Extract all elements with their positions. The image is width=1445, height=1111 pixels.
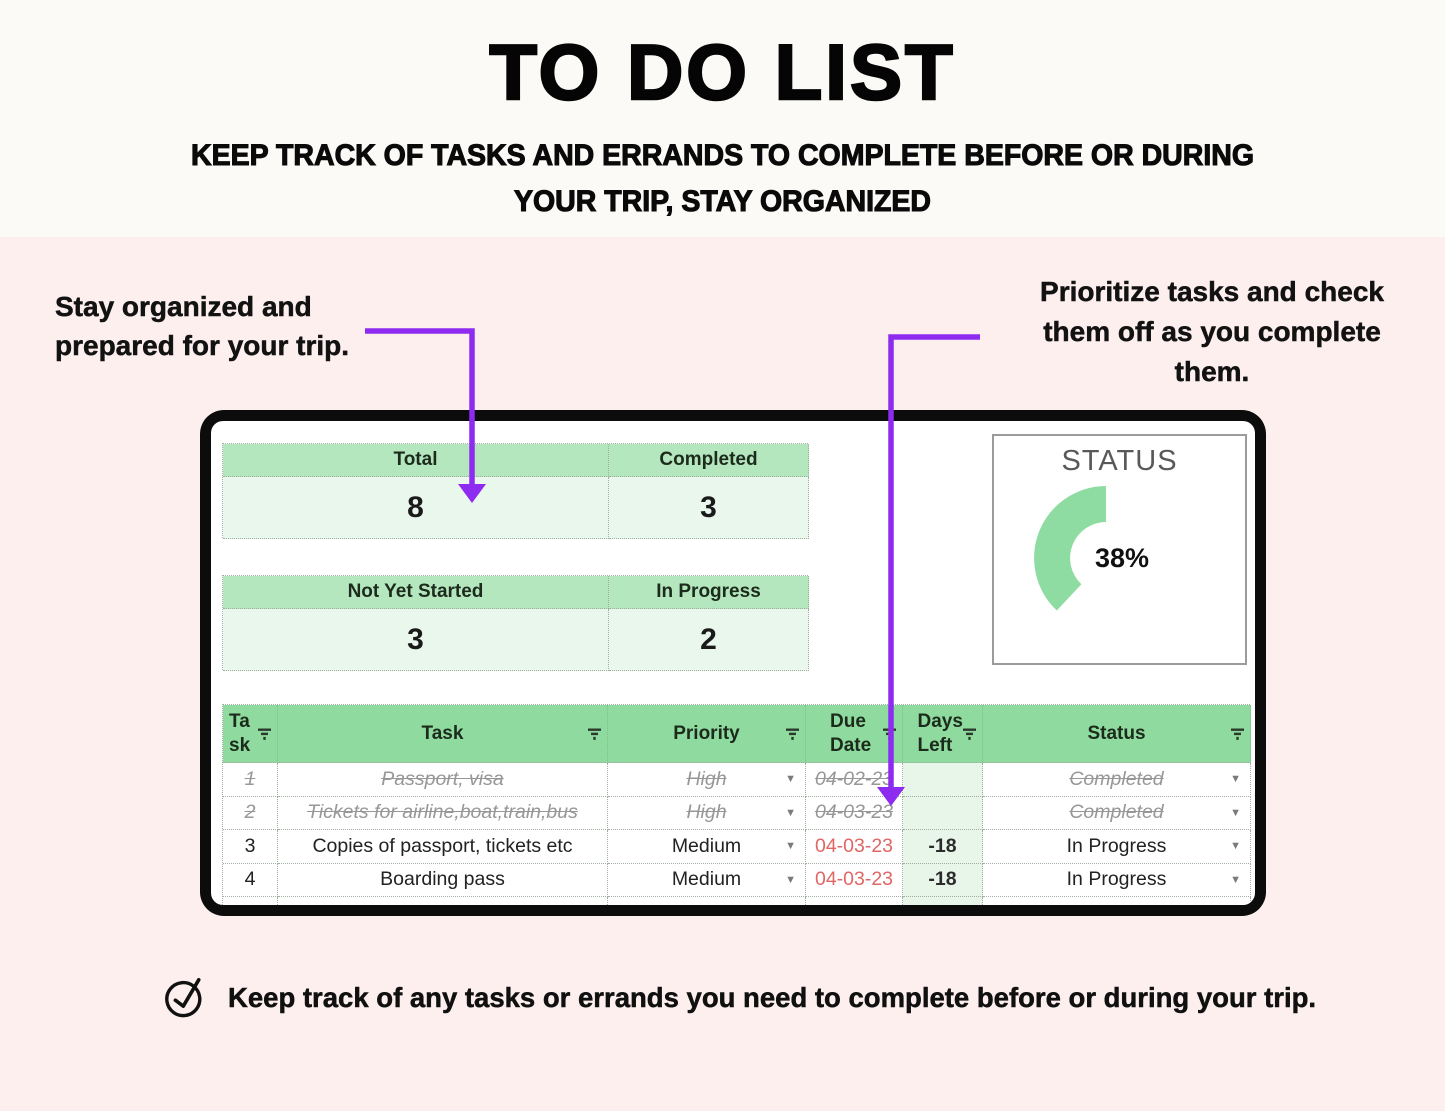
column-header-label: Priority [673,722,740,744]
status-chart-title: STATUS [1061,445,1178,477]
summary-value-total[interactable]: 8 [223,477,609,539]
donut-segment-38pct [1034,486,1106,611]
column-header-label: Days Left [917,710,963,756]
cell-days-left[interactable]: -18 [903,863,983,897]
cell-due-date[interactable]: 04-03-23 [806,863,903,897]
summary-header-not-yet-started[interactable]: Not Yet Started [223,576,609,609]
annotation-right-line-2: them off as you complete [1043,316,1381,348]
column-header-label: Status [1087,722,1146,744]
summary-value-not-yet-started[interactable]: 3 [223,609,609,671]
cell-priority[interactable]: ▼ [608,897,806,905]
summary-table-top: Total Completed 8 3 [222,443,809,539]
cell-due-date[interactable]: 04-03-23 [806,830,903,864]
dropdown-arrow-icon[interactable]: ▼ [1230,873,1241,886]
spreadsheet: Total Completed 8 3 Not Yet Started In P… [211,421,1255,905]
dropdown-arrow-icon[interactable]: ▼ [785,840,796,853]
column-header-task[interactable]: Task [278,705,608,763]
priority-value: High [686,801,727,824]
page-title: TO DO LIST [488,28,956,116]
column-header-label: Task [229,710,251,756]
cell-days-left[interactable]: -18 [903,830,983,864]
summary-value-in-progress[interactable]: 2 [609,609,809,671]
page-subtitle: KEEP TRACK OF TASKS AND ERRANDS TO COMPL… [36,133,1409,225]
filter-icon[interactable] [785,727,800,740]
cell-due-date[interactable]: 04-02-23 [806,763,903,797]
column-header-task-number[interactable]: Task [223,705,278,763]
summary-header-total[interactable]: Total [223,444,609,477]
cell-priority[interactable]: High ▼ [608,796,806,830]
filter-icon[interactable] [1230,727,1245,740]
column-header-status[interactable]: Status [983,705,1251,763]
header-band: TO DO LIST KEEP TRACK OF TASKS AND ERRAN… [0,0,1445,237]
column-header-label: Due Date [830,710,872,756]
column-header-label: Task [421,722,464,744]
annotation-right-line-3: them. [1174,356,1250,388]
cell-due-date[interactable]: 04-03-23 [806,796,903,830]
filter-icon[interactable] [587,727,602,740]
cell-task[interactable]: Passport, visa [278,763,608,797]
annotation-right: Prioritize tasks and check them off as y… [1012,272,1412,392]
status-value: In Progress [1066,868,1167,891]
cell-task-number[interactable]: 4 [223,863,278,897]
cell-due-date[interactable]: 04-03-23 [806,897,903,905]
cell-task-number[interactable]: 1 [223,763,278,797]
cell-status[interactable]: Completed ▼ [983,763,1251,797]
subtitle-line-2: YOUR TRIP, STAY ORGANIZED [513,184,932,218]
column-header-priority[interactable]: Priority [608,705,806,763]
annotation-right-line-1: Prioritize tasks and check [1040,276,1384,308]
cell-task-number[interactable]: 5 [223,897,278,905]
dropdown-arrow-icon[interactable]: ▼ [1230,840,1241,853]
screenshot-frame: Total Completed 8 3 Not Yet Started In P… [200,410,1266,916]
cell-status[interactable]: Completed ▼ [983,796,1251,830]
annotation-left-line-1: Stay organized and [55,291,312,323]
footer-note: Keep track of any tasks or errands you n… [228,982,1317,1014]
filter-icon[interactable] [257,727,272,740]
cell-days-left[interactable]: -18 [903,897,983,905]
status-value: Completed [1069,801,1164,824]
column-header-due-date[interactable]: Due Date [806,705,903,763]
status-chart-card: STATUS 38% [992,434,1247,665]
cell-task[interactable]: Print online... [278,897,608,905]
cell-days-left[interactable] [903,796,983,830]
cell-task[interactable]: Copies of passport, tickets etc [278,830,608,864]
cell-days-left[interactable] [903,763,983,797]
dropdown-arrow-icon[interactable]: ▼ [785,806,796,819]
cell-task[interactable]: Tickets for airline,boat,train,bus [278,796,608,830]
annotation-left: Stay organized and prepared for your tri… [55,287,350,365]
column-header-days-left[interactable]: Days Left [903,705,983,763]
priority-value: High [686,767,727,790]
dropdown-arrow-icon[interactable]: ▼ [785,773,796,786]
dropdown-arrow-icon[interactable]: ▼ [1230,773,1241,786]
subtitle-line-1: KEEP TRACK OF TASKS AND ERRANDS TO COMPL… [190,138,1254,172]
summary-header-in-progress[interactable]: In Progress [609,576,809,609]
status-value: In Progress [1066,834,1167,857]
status-value: Completed [1069,767,1164,790]
dropdown-arrow-icon[interactable]: ▼ [785,873,796,886]
filter-icon[interactable] [882,727,897,740]
cell-status[interactable]: Not Yet Started▼ [983,897,1251,905]
priority-value: Medium [671,868,742,891]
cell-task-number[interactable]: 3 [223,830,278,864]
check-circle-icon [165,977,202,1018]
summary-value-completed[interactable]: 3 [609,477,809,539]
cell-status[interactable]: In Progress ▼ [983,830,1251,864]
cell-priority[interactable]: High ▼ [608,763,806,797]
dropdown-arrow-icon[interactable]: ▼ [1230,806,1241,819]
status-percent-label: 38% [1094,543,1150,573]
cell-priority[interactable]: Medium ▼ [608,863,806,897]
annotation-left-line-2: prepared for your trip. [55,330,350,362]
status-value: Not Yet Started [1051,902,1182,905]
summary-header-completed[interactable]: Completed [609,444,809,477]
cell-status[interactable]: In Progress ▼ [983,863,1251,897]
cell-task[interactable]: Boarding pass [278,863,608,897]
filter-icon[interactable] [962,727,977,740]
summary-table-bottom: Not Yet Started In Progress 3 2 [222,575,809,671]
task-table: Task Task Priority Due Date Days Left [222,704,1251,905]
status-donut-chart [1034,486,1106,611]
priority-value: Medium [671,834,742,857]
cell-task-number[interactable]: 2 [223,796,278,830]
cell-priority[interactable]: Medium ▼ [608,830,806,864]
